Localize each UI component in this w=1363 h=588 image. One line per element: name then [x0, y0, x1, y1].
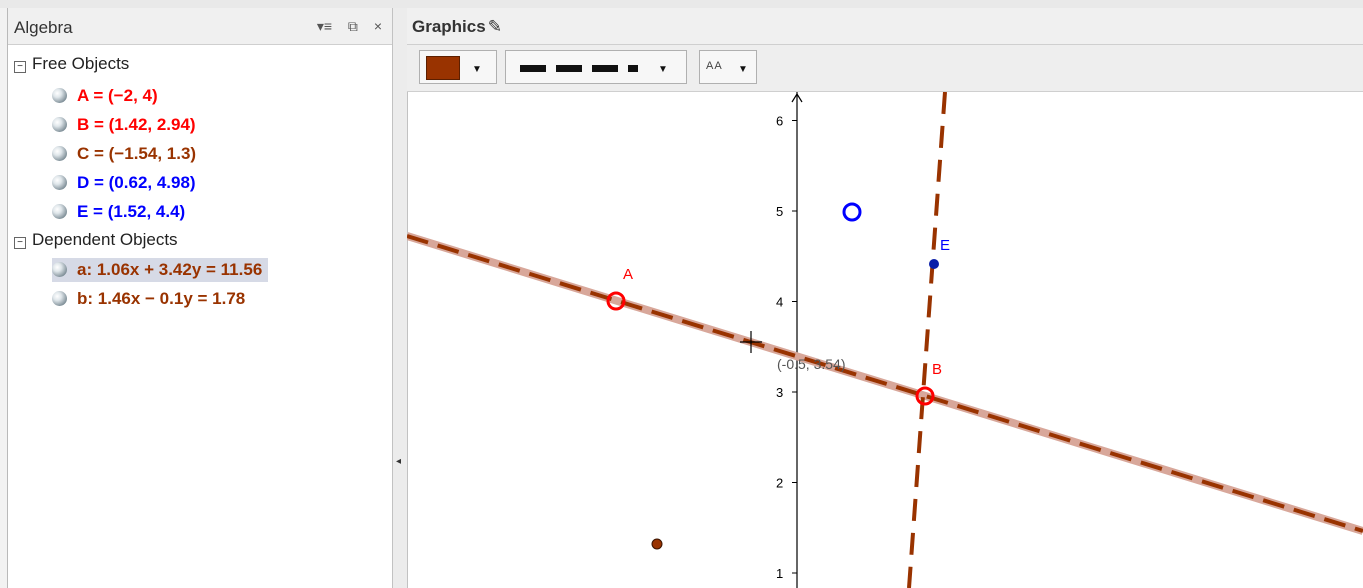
- graphics-canvas[interactable]: 1 2 3 4 5 6 A B E (-0.5, 3.54): [407, 92, 1363, 588]
- point-b-label: B: [932, 361, 942, 378]
- line-style-button[interactable]: ▼: [505, 50, 687, 84]
- free-object-item-text: B = (1.42, 2.94): [77, 115, 196, 134]
- y-axis-arrow-icon: [791, 92, 803, 103]
- crosshair-cursor-icon: [740, 331, 762, 353]
- split-pane-divider[interactable]: ◂: [392, 8, 408, 588]
- free-object-item-text: A = (−2, 4): [77, 86, 158, 105]
- text-size-button[interactable]: AA ▼: [699, 50, 757, 84]
- color-button[interactable]: ▼: [419, 50, 497, 84]
- visibility-toggle-icon[interactable]: [52, 204, 67, 219]
- dash-segment-icon: [520, 65, 546, 72]
- visibility-toggle-icon[interactable]: [52, 88, 67, 103]
- y-tick-label: 6: [776, 114, 783, 129]
- dependent-object-item[interactable]: a: 1.06x + 3.42y = 11.56: [52, 258, 269, 282]
- free-objects-label: Free Objects: [32, 54, 130, 73]
- dependent-object-item[interactable]: b: 1.46x − 0.1y = 1.78: [52, 287, 251, 311]
- y-tick-label: 4: [776, 295, 783, 310]
- y-tick-label: 3: [776, 385, 783, 400]
- dash-segment-icon: [628, 65, 638, 72]
- close-icon[interactable]: ×: [373, 18, 382, 34]
- dependent-object-item-text: a: 1.06x + 3.42y = 11.56: [77, 260, 263, 279]
- visibility-toggle-icon[interactable]: [52, 117, 67, 132]
- dependent-objects-group[interactable]: − Dependent Objects: [14, 230, 178, 250]
- point-e-label: E: [940, 237, 950, 254]
- line-b[interactable]: [907, 92, 947, 588]
- free-object-item[interactable]: A = (−2, 4): [52, 84, 164, 108]
- pen-icon[interactable]: ✎: [487, 17, 502, 36]
- undock-icon[interactable]: ⧉: [347, 18, 358, 34]
- y-tick-label: 1: [776, 566, 783, 581]
- free-object-item[interactable]: D = (0.62, 4.98): [52, 171, 202, 195]
- point-c[interactable]: [651, 538, 663, 550]
- y-tick-label: 2: [776, 476, 783, 491]
- style-bar: ▼ ▼ AA ▼: [407, 45, 1363, 92]
- free-objects-group[interactable]: − Free Objects: [14, 54, 129, 74]
- line-a[interactable]: [407, 234, 1363, 533]
- dropdown-arrow-icon: ▼: [738, 64, 748, 75]
- dropdown-arrow-icon: ▼: [658, 64, 668, 75]
- free-object-item-text: D = (0.62, 4.98): [77, 173, 196, 192]
- collapse-icon[interactable]: −: [14, 61, 26, 73]
- point-e[interactable]: [929, 259, 939, 269]
- algebra-header-icons: ▾≡ ⧉ ×: [305, 18, 382, 35]
- free-object-item-text: C = (−1.54, 1.3): [77, 144, 197, 163]
- graphics-header: Graphics ✎: [407, 8, 1363, 45]
- collapse-arrow-icon[interactable]: ◂: [396, 456, 402, 467]
- menu-icon[interactable]: ▾≡: [316, 18, 333, 34]
- free-object-item[interactable]: B = (1.42, 2.94): [52, 113, 202, 137]
- window-left-edge: [0, 8, 8, 588]
- dependent-objects-label: Dependent Objects: [32, 230, 178, 249]
- free-object-item[interactable]: E = (1.52, 4.4): [52, 200, 191, 224]
- visibility-toggle-icon[interactable]: [52, 175, 67, 190]
- visibility-toggle-icon[interactable]: [52, 146, 67, 161]
- dash-segment-icon: [592, 65, 618, 72]
- graphics-title-text: Graphics: [412, 17, 486, 36]
- visibility-toggle-icon[interactable]: [52, 291, 67, 306]
- algebra-title: Algebra: [14, 18, 73, 37]
- dropdown-arrow-icon: ▼: [472, 64, 482, 75]
- coordinate-readout: (-0.5, 3.54): [777, 356, 845, 372]
- dash-segment-icon: [556, 65, 582, 72]
- graphics-title: Graphics ✎: [412, 17, 502, 37]
- collapse-icon[interactable]: −: [14, 237, 26, 249]
- algebra-header: Algebra ▾≡ ⧉ ×: [8, 8, 392, 45]
- y-axis-ticks: 1 2 3 4 5 6: [776, 114, 797, 581]
- point-a-label: A: [623, 266, 633, 283]
- color-swatch: [426, 56, 460, 80]
- algebra-view: Algebra ▾≡ ⧉ × − Free Objects A = (−2, 4)…: [8, 8, 392, 588]
- dependent-object-item-text: b: 1.46x − 0.1y = 1.78: [77, 289, 246, 308]
- free-object-item-text: E = (1.52, 4.4): [77, 202, 186, 221]
- point-b[interactable]: [915, 386, 935, 406]
- free-object-item[interactable]: C = (−1.54, 1.3): [52, 142, 202, 166]
- text-size-icon: AA: [706, 60, 723, 72]
- visibility-toggle-icon[interactable]: [52, 262, 67, 277]
- point-d[interactable]: [842, 202, 862, 222]
- point-a[interactable]: [606, 291, 626, 311]
- y-tick-label: 5: [776, 204, 783, 219]
